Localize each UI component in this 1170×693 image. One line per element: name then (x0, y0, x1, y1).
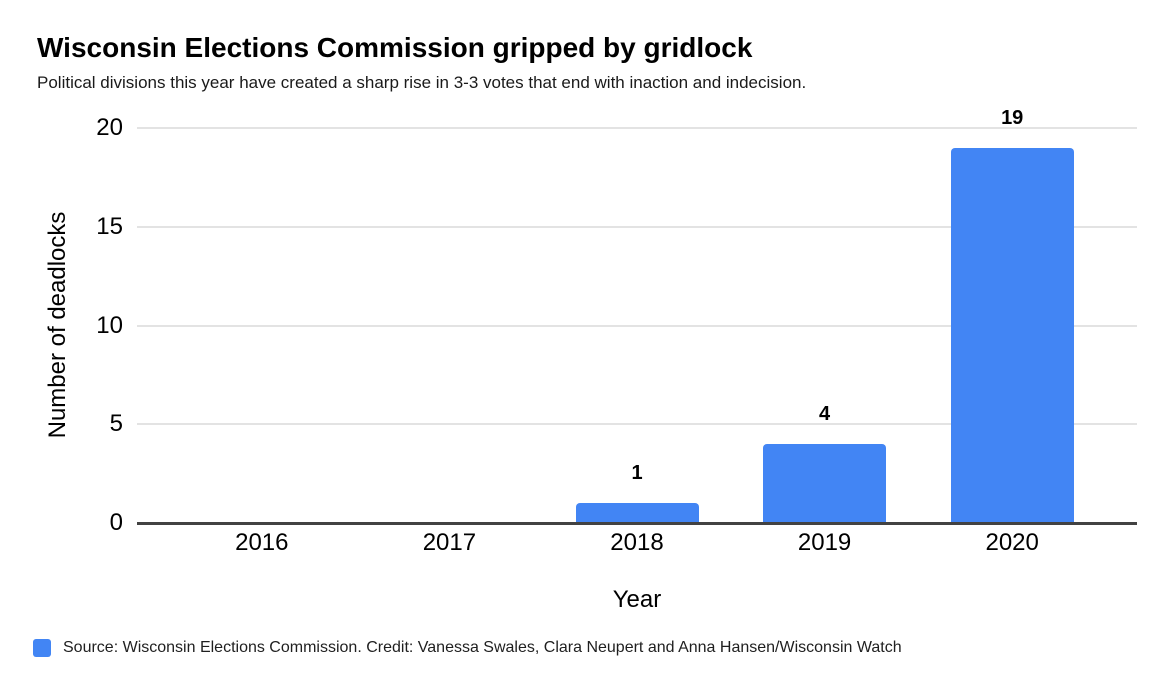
x-tick-label-2017: 2017 (422, 529, 477, 556)
bar-value-label-2020: 19 (1001, 106, 1024, 129)
bar-2020 (950, 147, 1074, 523)
bar-2018 (575, 503, 699, 523)
bar-2019 (763, 444, 887, 523)
y-tick-label-5: 5 (109, 410, 123, 438)
gridline-y-10 (137, 324, 1137, 327)
x-tick-label-2016: 2016 (235, 529, 289, 556)
legend-label: Source: Wisconsin Elections Commission. … (63, 639, 902, 656)
y-tick-label-10: 10 (96, 311, 123, 339)
x-axis-title: Year (612, 586, 662, 613)
legend-swatch-icon (33, 639, 51, 657)
y-tick-label-20: 20 (96, 114, 123, 141)
legend: Source: Wisconsin Elections Commission. … (33, 638, 902, 658)
gridline-y-20 (137, 127, 1137, 129)
x-tick-label-2020: 2020 (985, 529, 1039, 556)
y-tick-label-0: 0 (109, 509, 123, 536)
x-axis-baseline (137, 522, 1137, 525)
gridline-y-15 (137, 225, 1137, 228)
bar-value-label-2018: 1 (631, 462, 643, 485)
x-tick-label-2018: 2018 (610, 529, 664, 556)
y-tick-label-15: 15 (96, 212, 123, 240)
x-tick-label-2019: 2019 (797, 529, 852, 556)
gridline-y-5 (137, 423, 1137, 426)
chart-subtitle: Political divisions this year have creat… (37, 73, 807, 92)
chart-title: Wisconsin Elections Commission gripped b… (37, 32, 753, 63)
y-axis-title: Number of deadlocks (44, 211, 71, 439)
bar-value-label-2019: 4 (819, 403, 831, 425)
